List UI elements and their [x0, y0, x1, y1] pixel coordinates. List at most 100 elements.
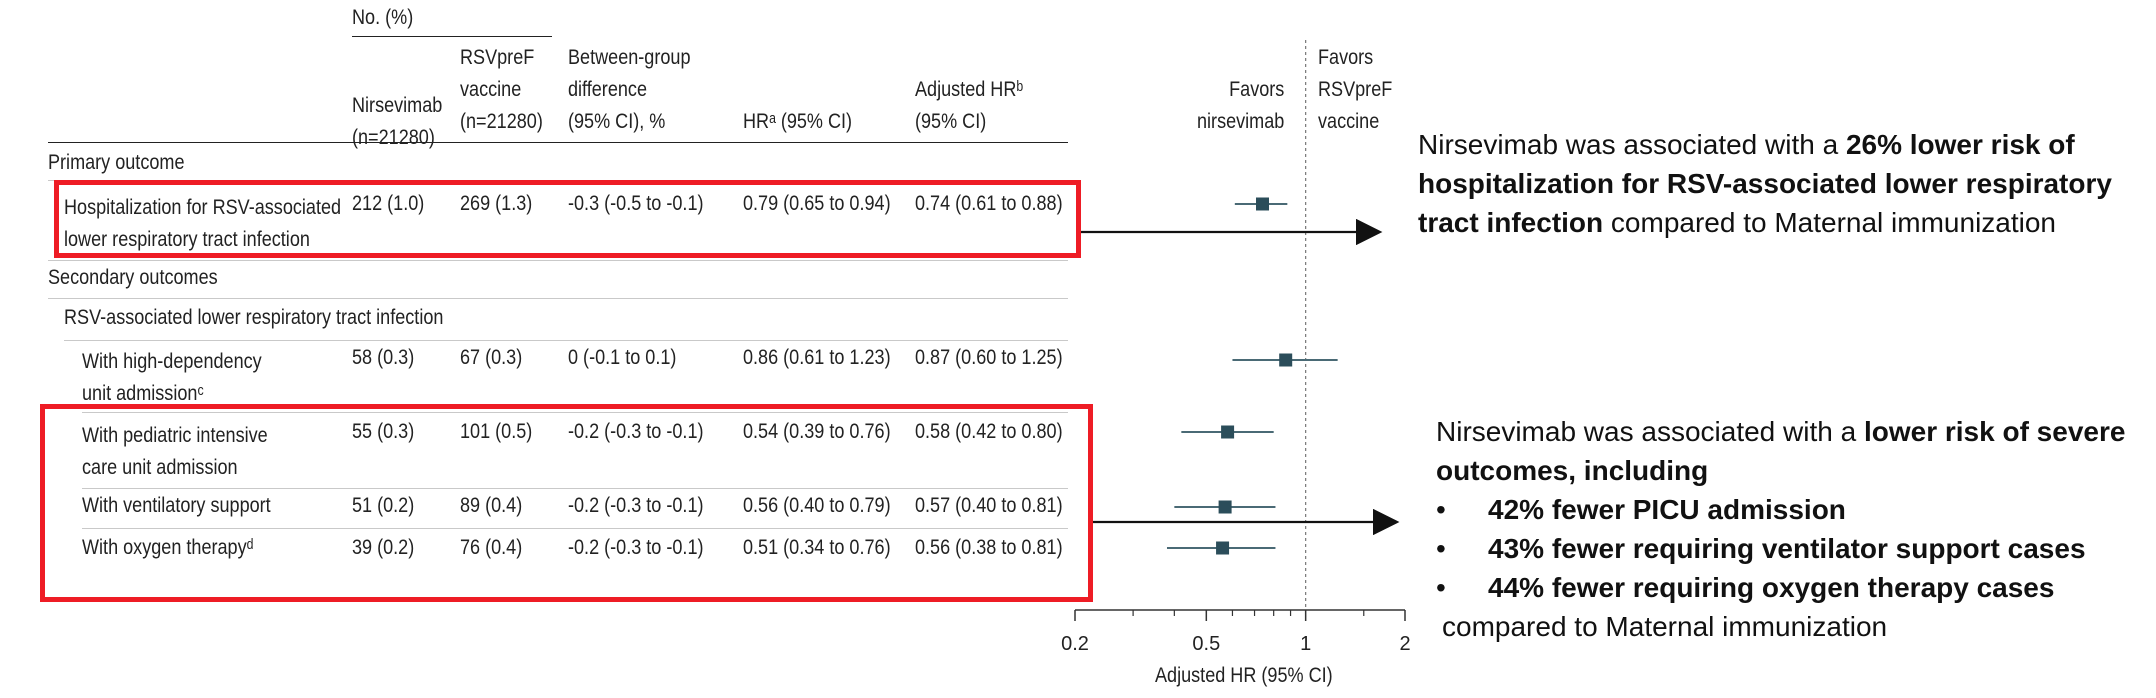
point-estimate [1221, 425, 1235, 439]
annotation-bold-text: 26% lower risk of hospitalization for RS… [1418, 129, 2112, 238]
cell-hr: 0.54 (0.39 to 0.76) [743, 420, 891, 443]
row-label: With ventilatory support [82, 494, 271, 518]
col-header-line: (95% CI), % [568, 110, 666, 133]
cell-rsvpref: 76 (0.4) [460, 536, 523, 559]
cell-adjusted-hr: 0.74 (0.61 to 0.88) [915, 192, 1063, 215]
col-header-line: Between-group [568, 46, 691, 69]
row-label: With pediatric intensive care unit admis… [82, 420, 268, 484]
favors-rsvpref-label: Favors RSVpreF vaccine [1318, 42, 1392, 138]
row-label-line: unit admissionᶜ [82, 382, 204, 405]
group-header: No. (%) [352, 6, 414, 29]
col-header-hr: HRᵃ (95% CI) [743, 110, 853, 133]
point-estimate [1279, 353, 1293, 367]
cell-nirsevimab: 39 (0.2) [352, 536, 415, 559]
row-label: With high-dependency unit admissionᶜ [82, 346, 262, 410]
section-primary-outcome: Primary outcome [48, 151, 185, 174]
col-header-line: (n=21280) [352, 126, 435, 149]
col-header-line: Nirsevimab [352, 94, 443, 117]
annotation-text: compared to Maternal immunization [1442, 611, 1888, 642]
plot-marks [1166, 197, 1338, 555]
annotation-text: compared to Maternal immunization [1603, 207, 2057, 238]
point-estimate [1256, 197, 1270, 211]
annotation-bold-text: lower risk of severe outcomes, including [1436, 416, 2126, 486]
col-header-line: vaccine [460, 78, 522, 101]
bullet-item: • 44% fewer requiring oxygen therapy case… [1436, 568, 2156, 607]
col-header-rsvpref: RSVpreF vaccine (n=21280) [460, 42, 543, 138]
cell-hr: 0.79 (0.65 to 0.94) [743, 192, 891, 215]
favors-line: nirsevimab [1197, 110, 1285, 133]
x-axis-label: Adjusted HR (95% CI) [1155, 664, 1333, 687]
point-estimate [1216, 541, 1230, 555]
cell-rsvpref: 269 (1.3) [460, 192, 533, 215]
row-label-line: With ventilatory support [82, 494, 271, 517]
cell-nirsevimab: 212 (1.0) [352, 192, 425, 215]
row-divider [48, 260, 1068, 261]
bullet-text: 42% fewer PICU admission [1488, 494, 1846, 525]
col-header-line: Adjusted HRᵇ [915, 78, 1024, 101]
x-tick-label: 0.2 [1061, 633, 1089, 655]
favors-nirsevimab-label: Favors nirsevimab [1197, 74, 1284, 138]
cell-adjusted-hr: 0.58 (0.42 to 0.80) [915, 420, 1063, 443]
primary-annotation: Nirsevimab was associated with a 26% low… [1418, 125, 2148, 242]
cell-difference: -0.3 (-0.5 to -0.1) [568, 192, 704, 215]
cell-rsvpref: 67 (0.3) [460, 346, 523, 369]
row-divider [82, 488, 1068, 489]
col-header-line: (95% CI) [915, 110, 987, 133]
col-header-line: RSVpreF [460, 46, 535, 69]
bullet-item: • 42% fewer PICU admission [1436, 490, 2156, 529]
favors-line: Favors [1318, 46, 1374, 69]
cell-adjusted-hr: 0.56 (0.38 to 0.81) [915, 536, 1063, 559]
row-label-line: With high-dependency [82, 350, 262, 373]
favors-line: RSVpreF [1318, 78, 1393, 101]
point-estimate [1218, 500, 1232, 514]
row-divider [82, 412, 1068, 413]
secondary-annotation: Nirsevimab was associated with a lower r… [1436, 412, 2156, 646]
cell-difference: -0.2 (-0.3 to -0.1) [568, 420, 704, 443]
cell-adjusted-hr: 0.57 (0.40 to 0.81) [915, 494, 1063, 517]
bullet-icon: • [1436, 494, 1446, 525]
row-label: Hospitalization for RSV-associated lower… [64, 192, 341, 256]
cell-hr: 0.86 (0.61 to 1.23) [743, 346, 891, 369]
row-label-line: With pediatric intensive [82, 424, 268, 447]
secondary-highlight-box [40, 404, 1093, 602]
group-header-rule [352, 36, 552, 37]
favors-line: vaccine [1318, 110, 1380, 133]
col-header-adjusted-hr: Adjusted HRᵇ (95% CI) [915, 74, 1023, 138]
col-header-line: difference [568, 78, 647, 101]
cell-nirsevimab: 58 (0.3) [352, 346, 415, 369]
annotation-text: Nirsevimab was associated with a [1418, 129, 1846, 160]
col-header-difference: Between-group difference (95% CI), % [568, 42, 690, 138]
row-label-line: Hospitalization for RSV-associated [64, 196, 342, 219]
cell-difference: -0.2 (-0.3 to -0.1) [568, 536, 704, 559]
row-label: With oxygen therapyᵈ [82, 536, 253, 560]
section-secondary-outcomes: Secondary outcomes [48, 266, 218, 289]
row-label-line: lower respiratory tract infection [64, 228, 310, 251]
row-label-line: With oxygen therapyᵈ [82, 536, 254, 559]
favors-line: Favors [1229, 78, 1285, 101]
bullet-item: • 43% fewer requiring ventilator support … [1436, 529, 2156, 568]
cell-rsvpref: 89 (0.4) [460, 494, 523, 517]
bullet-icon: • [1436, 533, 1446, 564]
annotation-text: Nirsevimab was associated with a [1436, 416, 1864, 447]
row-divider [82, 528, 1068, 529]
x-axis: 0.2 0.5 1 2 [1061, 40, 1411, 655]
bullet-text: 44% fewer requiring oxygen therapy cases [1488, 572, 2055, 603]
cell-hr: 0.56 (0.40 to 0.79) [743, 494, 891, 517]
cell-rsvpref: 101 (0.5) [460, 420, 533, 443]
bullet-text: 43% fewer requiring ventilator support c… [1488, 533, 2086, 564]
x-tick-label: 1 [1300, 633, 1311, 655]
col-header-line: (n=21280) [460, 110, 543, 133]
row-label-line: care unit admission [82, 456, 238, 479]
x-tick-label: 0.5 [1192, 633, 1220, 655]
cell-nirsevimab: 51 (0.2) [352, 494, 415, 517]
col-header-nirsevimab: Nirsevimab (n=21280) [352, 90, 442, 154]
row-divider [64, 340, 1068, 341]
cell-adjusted-hr: 0.87 (0.60 to 1.25) [915, 346, 1063, 369]
bullet-icon: • [1436, 572, 1446, 603]
cell-nirsevimab: 55 (0.3) [352, 420, 415, 443]
header-bottom-rule [48, 142, 1068, 143]
subgroup-label: RSV-associated lower respiratory tract i… [64, 306, 444, 329]
cell-hr: 0.51 (0.34 to 0.76) [743, 536, 891, 559]
primary-highlight-box [54, 180, 1081, 258]
